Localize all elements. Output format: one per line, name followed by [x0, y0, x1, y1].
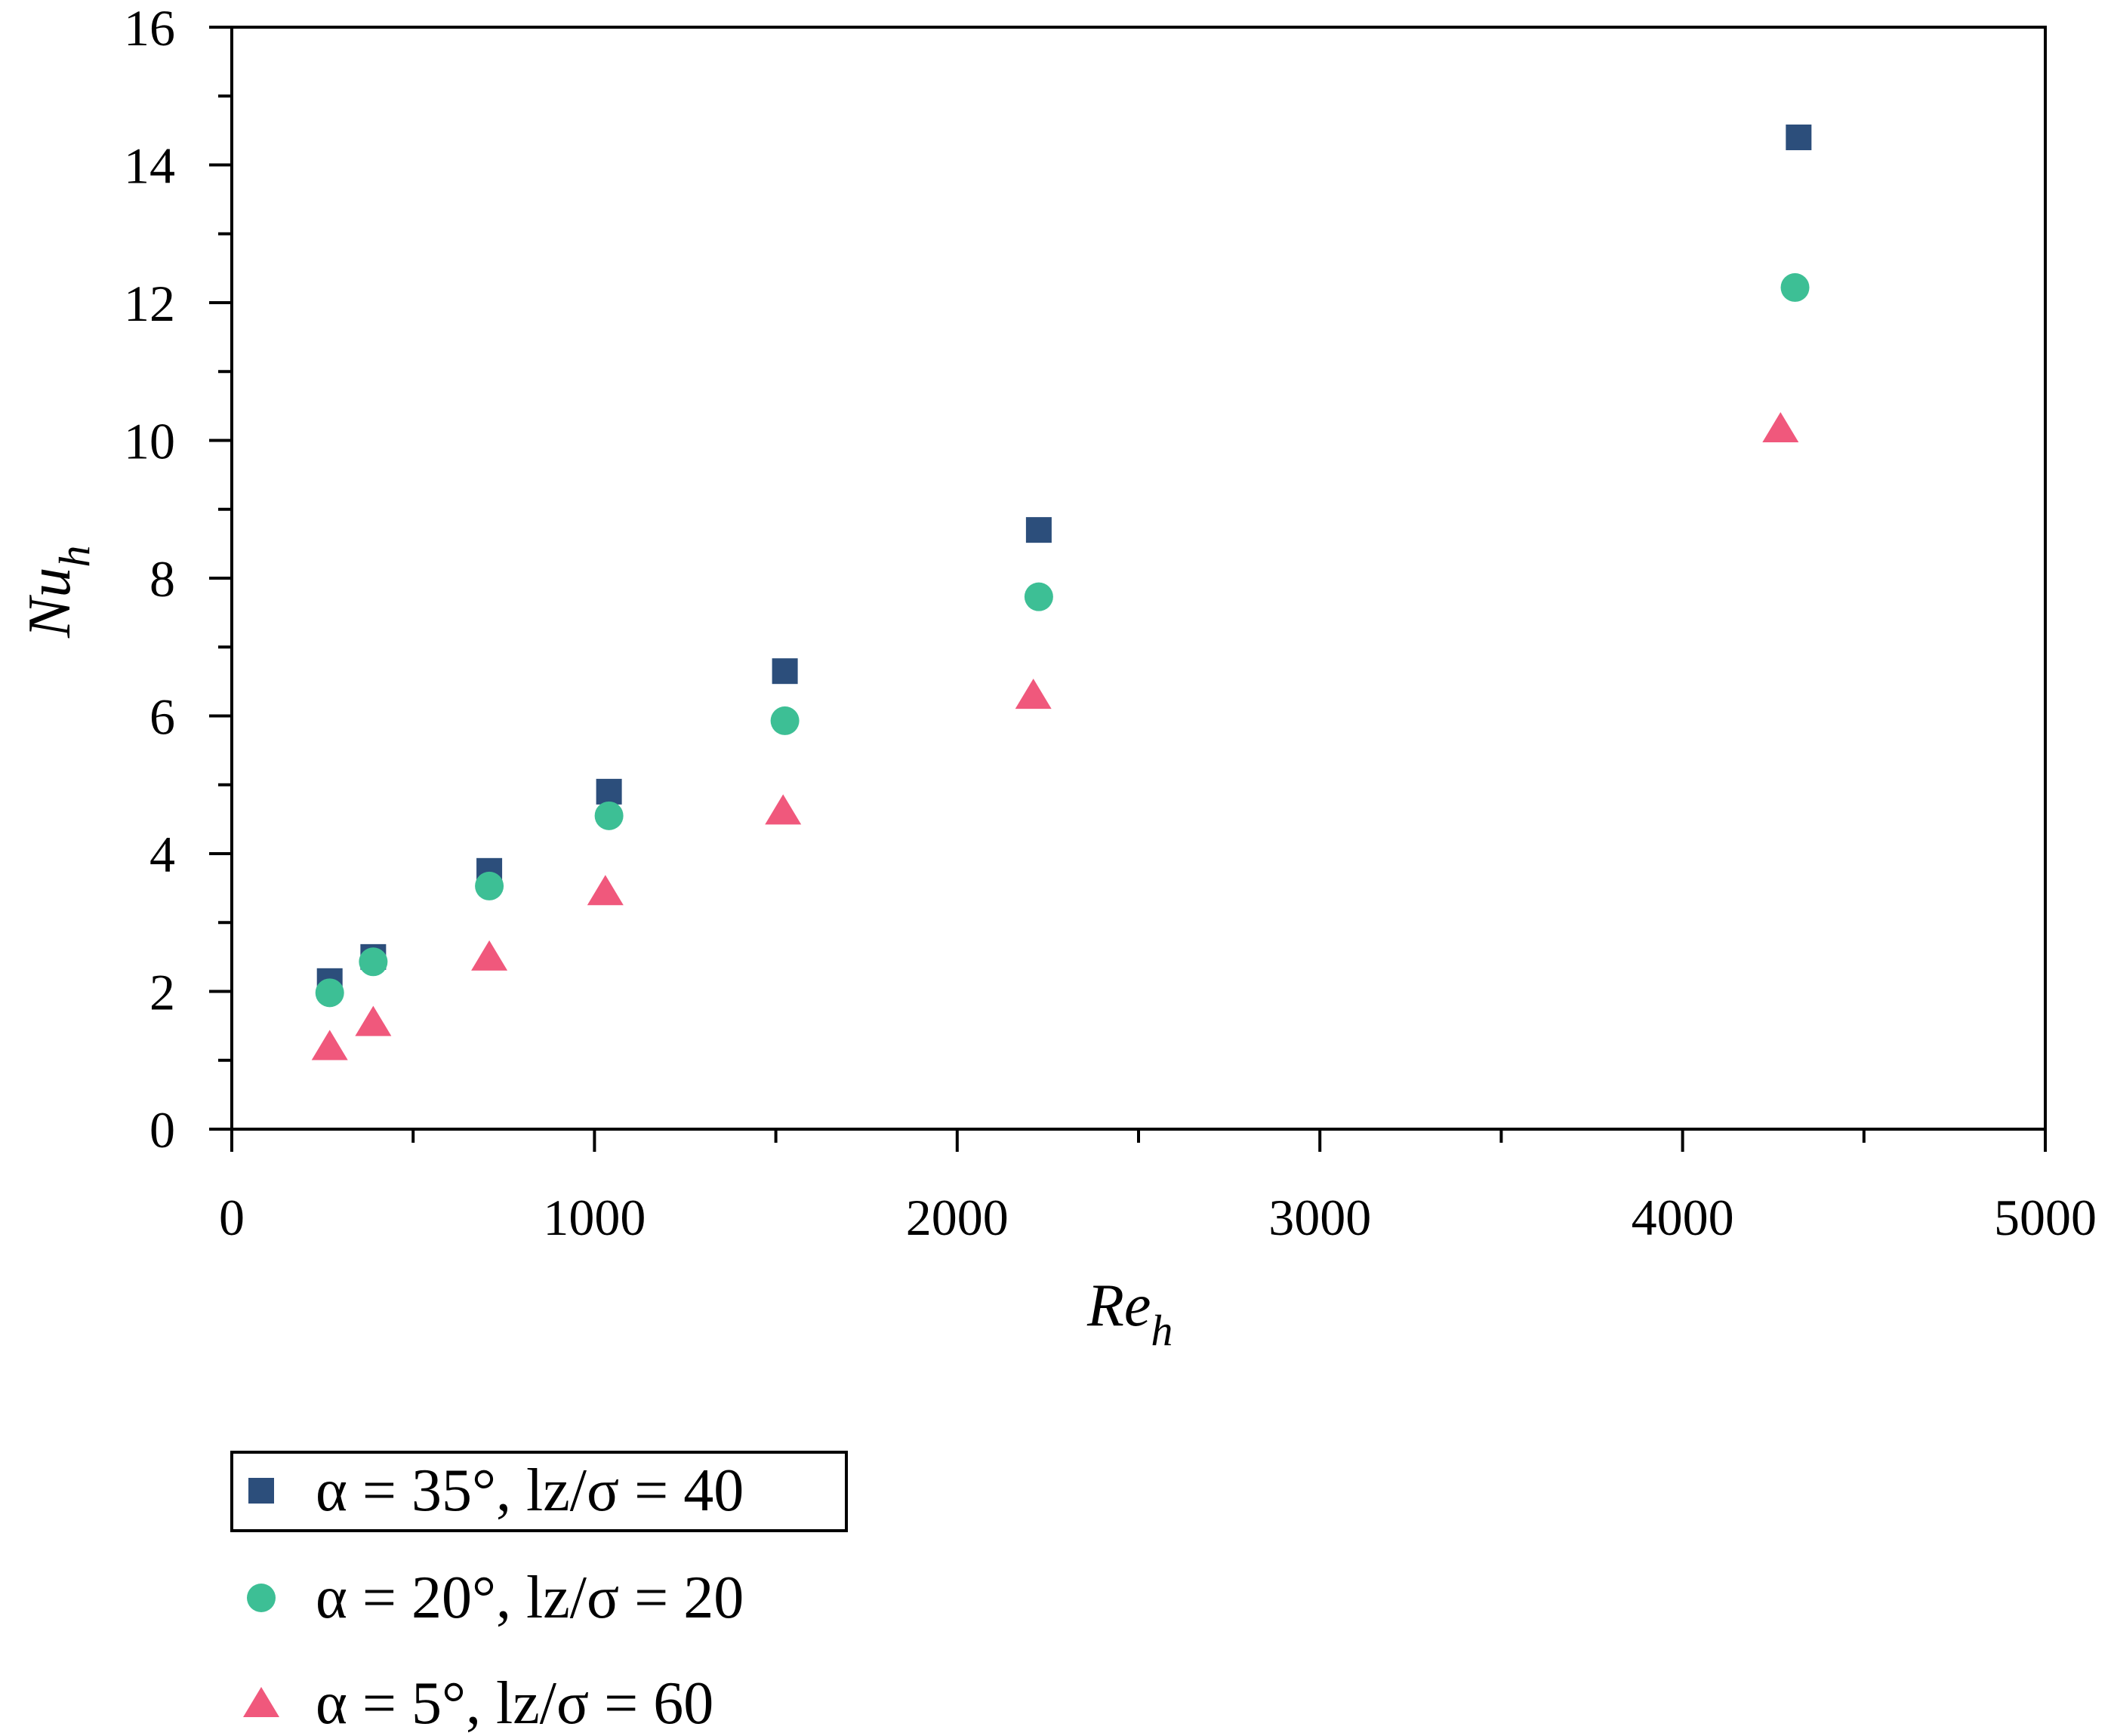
data-point-circle [475, 871, 504, 900]
data-point-square [596, 778, 622, 805]
y-tick-label: 12 [124, 275, 175, 332]
data-point-circle [359, 947, 388, 977]
y-tick-label: 16 [124, 0, 175, 57]
legend-highlight-box [230, 1451, 848, 1532]
data-point-circle [770, 706, 800, 735]
y-tick-label: 0 [149, 1101, 175, 1159]
data-point-triangle [471, 940, 508, 971]
x-tick-label: 5000 [1994, 1189, 2097, 1246]
legend-marker-circle [247, 1584, 276, 1612]
legend-label: α = 35°, lz/σ = 40 [316, 1457, 744, 1524]
data-point-circle [594, 801, 624, 830]
data-point-triangle [587, 875, 624, 906]
data-point-triangle [765, 794, 802, 825]
data-point-triangle [311, 1030, 348, 1060]
data-point-square [772, 658, 798, 685]
y-tick-label: 4 [149, 826, 175, 883]
x-tick-label: 1000 [543, 1189, 646, 1246]
data-point-circle [1780, 272, 1810, 302]
data-point-square [1786, 125, 1812, 150]
x-tick-label: 2000 [906, 1189, 1009, 1246]
legend: α = 35°, lz/σ = 40 α = 20°, lz/σ = 20 α = … [230, 1451, 848, 1736]
y-tick-label: 14 [124, 137, 175, 195]
x-tick-label: 3000 [1268, 1189, 1371, 1246]
data-point-triangle [1762, 411, 1799, 442]
data-point-circle [1024, 582, 1053, 611]
data-point-circle [315, 978, 344, 1008]
y-tick-label: 10 [124, 413, 175, 470]
y-axis: 0 2 4 6 8 10 12 14 16 [124, 0, 232, 1159]
legend-marker-square [248, 1478, 274, 1504]
data-points [311, 125, 1812, 1060]
legend-item-circle: α = 20°, lz/σ = 20 [247, 1565, 744, 1631]
y-tick-label: 6 [149, 688, 175, 746]
y-tick-label: 8 [149, 550, 175, 608]
plot-frame [230, 26, 2047, 1131]
legend-label: α = 20°, lz/σ = 20 [316, 1565, 744, 1631]
legend-item-triangle: α = 5°, lz/σ = 60 [243, 1670, 713, 1736]
x-tick-label: 4000 [1632, 1189, 1734, 1246]
y-axis-title: Nuh [17, 546, 99, 639]
data-point-triangle [355, 1005, 392, 1036]
x-axis: 0 1000 2000 3000 4000 5000 [219, 1129, 2097, 1246]
data-point-square [1025, 517, 1052, 543]
legend-marker-triangle [243, 1687, 279, 1717]
x-axis-title: Reh [1086, 1273, 1173, 1355]
data-point-triangle [1015, 679, 1052, 709]
legend-item-square: α = 35°, lz/σ = 40 [248, 1457, 744, 1524]
y-tick-label: 2 [149, 964, 175, 1021]
x-tick-label: 0 [219, 1189, 245, 1246]
legend-label: α = 5°, lz/σ = 60 [316, 1670, 713, 1736]
